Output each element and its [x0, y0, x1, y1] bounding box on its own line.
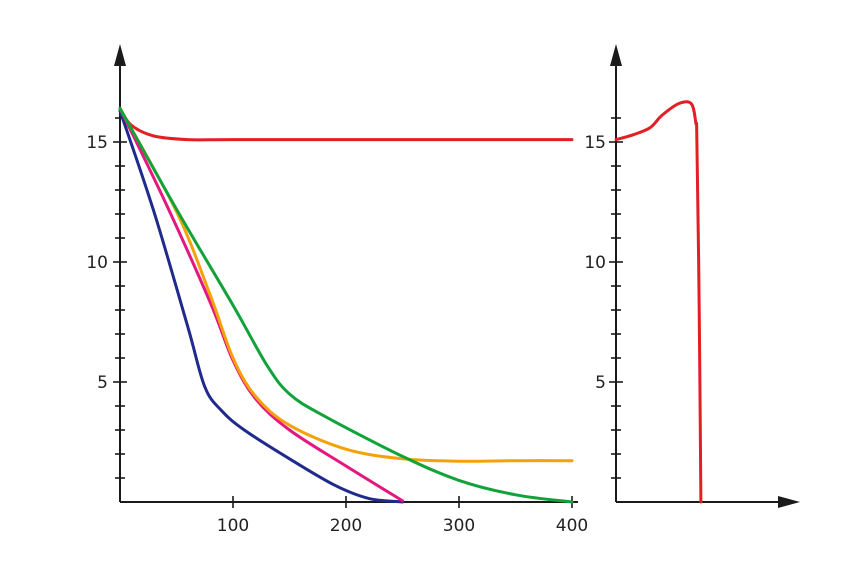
right-y-tick-label: 10 — [584, 253, 606, 273]
left-x-tick-label: 200 — [330, 516, 362, 536]
left-y-axis-arrow — [114, 44, 126, 66]
right-y-axis-arrow — [610, 44, 622, 66]
right-chart: 5 10 15 — [584, 44, 800, 508]
left-series-group — [118, 106, 574, 504]
left-series-line-5 — [118, 106, 574, 504]
left-x-tick-label: 300 — [443, 516, 475, 536]
left-tick-labels: 5 10 15 100 200 300 400 — [86, 133, 588, 536]
right-y-tick-label: 15 — [584, 133, 606, 153]
right-tick-labels: 5 10 15 — [584, 133, 606, 393]
right-tick-marks — [609, 117, 623, 479]
left-x-tick-label: 400 — [556, 516, 588, 536]
left-y-tick-label: 10 — [86, 253, 108, 273]
left-chart: 5 10 15 100 200 300 400 — [86, 44, 588, 536]
left-tick-marks — [113, 117, 573, 508]
left-x-tick-label: 100 — [217, 516, 249, 536]
left-series-line-1 — [118, 106, 574, 142]
right-x-axis-arrow — [778, 496, 800, 508]
right-series-group — [614, 100, 703, 504]
left-series-line-2 — [118, 109, 404, 504]
right-series-line-1 — [614, 100, 703, 504]
left-y-tick-label: 5 — [97, 373, 108, 393]
left-y-tick-label: 15 — [86, 133, 108, 153]
left-series-line-4 — [118, 106, 574, 463]
right-y-tick-label: 5 — [595, 373, 606, 393]
